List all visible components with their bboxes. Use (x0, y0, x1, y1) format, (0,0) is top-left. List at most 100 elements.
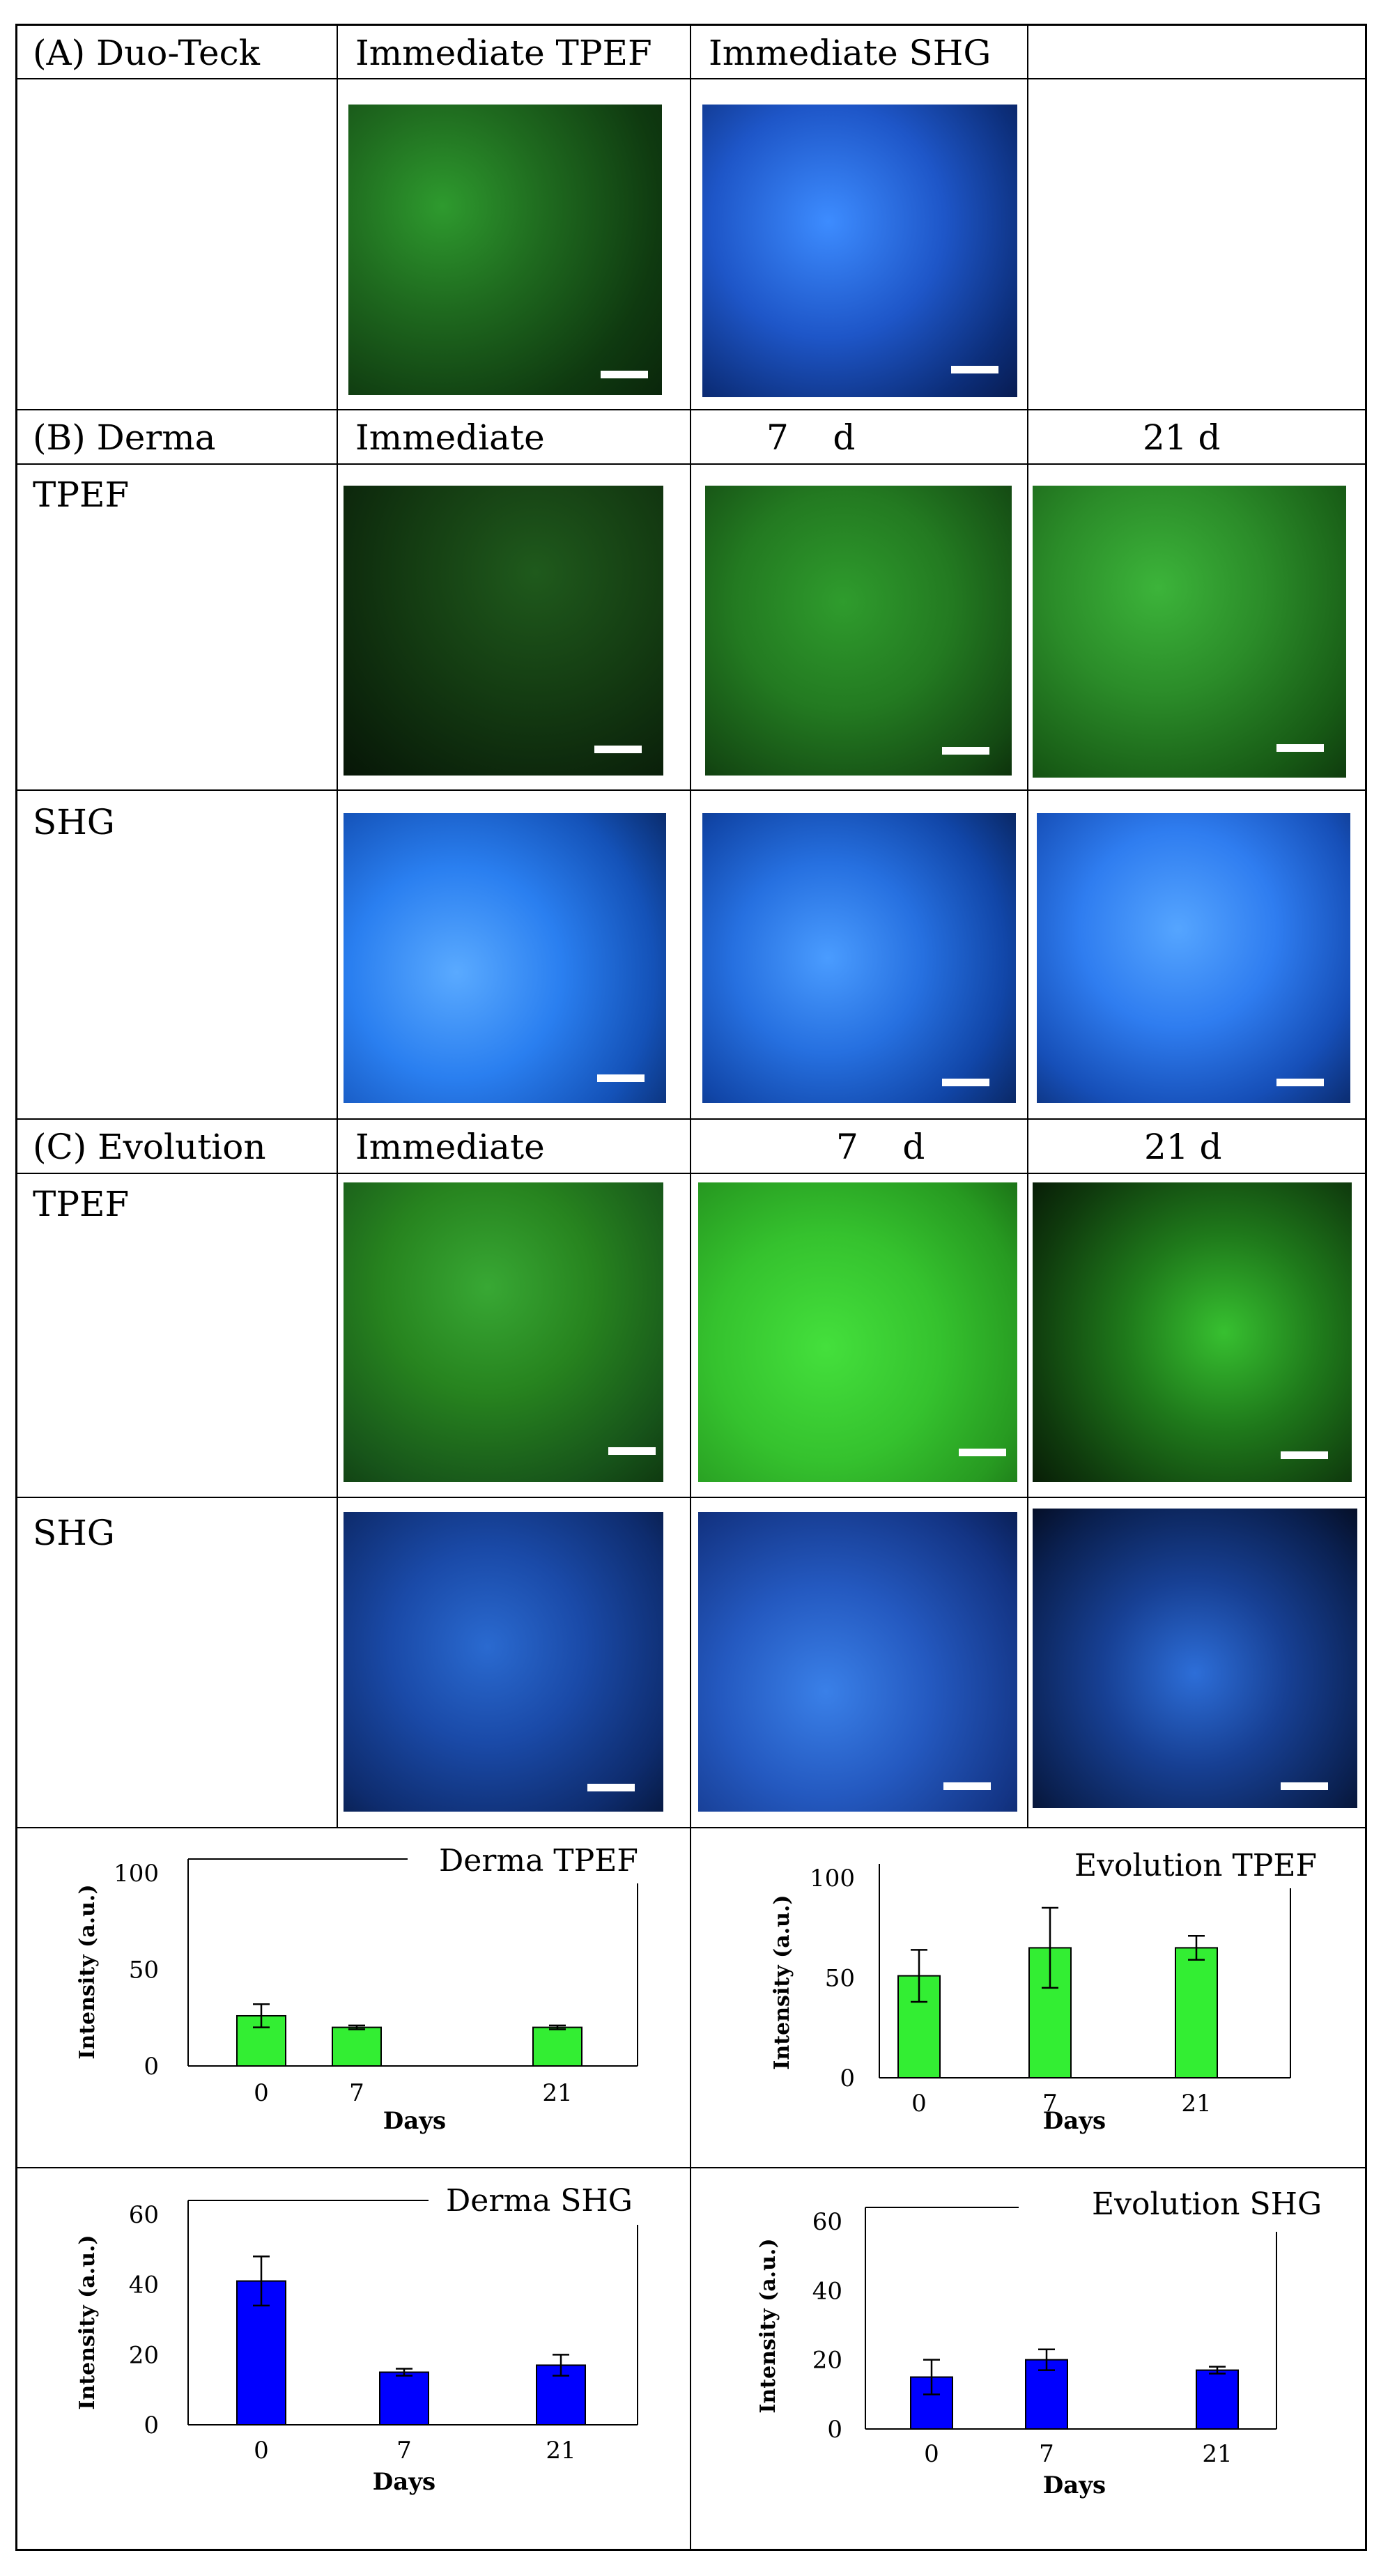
micrograph-c-shg-7d (698, 1512, 1017, 1812)
bar (532, 2026, 583, 2067)
micrograph-b-shg-immediate (344, 813, 666, 1103)
scale-bar (943, 1782, 991, 1790)
x-tick-label: 0 (254, 2079, 269, 2107)
micrograph-b-shg-7d (702, 813, 1016, 1103)
panel-c-col-21d: 21 d (1144, 1127, 1222, 1167)
row-rule (15, 463, 1367, 465)
scale-bar (594, 746, 642, 753)
x-tick-label: 0 (924, 2440, 939, 2468)
bar (1196, 2369, 1239, 2430)
column-rule (690, 24, 691, 1828)
panel-c-col-7d: 7 d (836, 1127, 925, 1167)
panel-b-row-tpef: TPEF (33, 475, 130, 515)
scale-bar (1281, 1451, 1328, 1459)
row-rule (15, 789, 1367, 791)
x-tick-label: 7 (1042, 2090, 1058, 2118)
scale-bar (1276, 744, 1324, 752)
panel-c-title: (C) Evolution (33, 1127, 266, 1167)
y-tick-label: 50 (129, 1957, 159, 1984)
table-border-top (15, 24, 1367, 26)
micrograph-a-tpef (348, 105, 662, 395)
x-tick-label: 0 (254, 2437, 269, 2465)
x-tick-label: 7 (349, 2079, 364, 2107)
x-axis-label: Days (383, 2107, 446, 2135)
table-border-right (1365, 24, 1367, 2551)
y-tick-label: 60 (812, 2208, 842, 2236)
scale-bar (587, 1784, 635, 1791)
bar (536, 2364, 586, 2425)
chart-svg: Derma SHG 60 40 20 0 Intensity (a.u.) 0 7 21 Days (75, 2183, 638, 2496)
panel-a-col-tpef: Immediate TPEF (355, 33, 652, 73)
panel-c-row-tpef: TPEF (33, 1184, 130, 1224)
y-tick-label: 0 (840, 2065, 855, 2092)
scale-bar (959, 1449, 1006, 1456)
column-rule (1027, 24, 1028, 1828)
y-tick-label: 50 (825, 1965, 855, 1993)
y-tick-label: 60 (129, 2201, 159, 2229)
bar (332, 2026, 382, 2067)
scale-bar (942, 1079, 989, 1086)
row-rule (15, 1173, 1367, 1174)
chart-derma-shg: Derma SHG 60 40 20 0 Intensity (a.u.) 0 7 21 Days (21, 2173, 686, 2543)
y-tick-label: 100 (114, 1860, 159, 1888)
panel-b-col-21d: 21 d (1143, 417, 1221, 458)
chart-svg: Evolution SHG 60 40 20 0 Intensity (a.u.) 0 7 21… (756, 2186, 1322, 2499)
column-rule (337, 24, 338, 1828)
scale-bar (942, 747, 989, 755)
panel-c-row-shg: SHG (33, 1513, 115, 1553)
micrograph-c-tpef-21d (1033, 1182, 1352, 1482)
row-rule (15, 78, 1367, 79)
y-tick-label: 20 (129, 2341, 159, 2369)
chart-title: Evolution TPEF (1074, 1848, 1317, 1883)
scale-bar (597, 1074, 645, 1082)
micrograph-c-shg-immediate (344, 1512, 663, 1812)
panel-c-col-immediate: Immediate (355, 1127, 545, 1167)
panel-b-col-7d: 7 d (766, 417, 856, 458)
panel-b-col-immediate: Immediate (355, 417, 545, 458)
scale-bar (951, 366, 998, 373)
y-tick-label: 40 (812, 2277, 842, 2305)
micrograph-a-shg (702, 105, 1017, 397)
micrograph-b-shg-21d (1037, 813, 1350, 1103)
y-axis-label: Intensity (a.u.) (756, 2238, 780, 2413)
micrograph-c-tpef-immediate (344, 1182, 663, 1482)
chart-title: Evolution SHG (1092, 2186, 1322, 2222)
bar (1175, 1947, 1218, 2078)
scale-bar (601, 371, 648, 378)
row-rule (15, 409, 1367, 410)
panel-a-col-shg: Immediate SHG (709, 33, 992, 73)
x-tick-label: 21 (1202, 2440, 1232, 2468)
micrograph-b-tpef-immediate (344, 486, 663, 776)
row-rule (15, 2167, 1367, 2168)
micrograph-b-tpef-21d (1033, 486, 1346, 778)
y-tick-label: 100 (810, 1865, 855, 1892)
chart-evolution-shg: Evolution SHG 60 40 20 0 Intensity (a.u.) 0 7 21… (695, 2173, 1360, 2543)
micrograph-b-tpef-7d (705, 486, 1012, 776)
bar (379, 2371, 429, 2425)
x-tick-label: 7 (396, 2437, 412, 2465)
x-axis-label: Days (1043, 2471, 1106, 2499)
chart-svg: Evolution TPEF 100 50 0 Intensity (a.u.) 0 7 21… (770, 1848, 1317, 2135)
y-tick-label: 0 (144, 2053, 159, 2081)
y-axis-label: Intensity (a.u.) (75, 1884, 100, 2059)
x-axis-label: Days (1043, 2107, 1106, 2135)
scale-bar (1276, 1079, 1324, 1086)
x-axis-label: Days (373, 2468, 435, 2496)
column-rule (690, 1827, 691, 2550)
row-rule (15, 1827, 1367, 1828)
y-axis-label: Intensity (a.u.) (75, 2235, 100, 2409)
row-rule (15, 1118, 1367, 1120)
panel-b-row-shg: SHG (33, 802, 115, 842)
chart-svg: Derma TPEF 100 50 0 Intensity (a.u.) 0 7 21 Days (75, 1843, 638, 2135)
micrograph-c-tpef-7d (698, 1182, 1017, 1482)
chart-title: Derma TPEF (439, 1843, 638, 1879)
scale-bar (1281, 1782, 1328, 1790)
table-border-bottom (15, 2549, 1367, 2551)
panel-b-title: (B) Derma (33, 417, 216, 458)
chart-derma-tpef: Derma TPEF 100 50 0 Intensity (a.u.) 0 7 21 Days (21, 1833, 686, 2161)
y-tick-label: 0 (827, 2416, 842, 2444)
table-border-left (15, 24, 17, 2551)
y-tick-label: 0 (144, 2412, 159, 2439)
chart-evolution-tpef: Evolution TPEF 100 50 0 Intensity (a.u.) 0 7 21… (695, 1833, 1360, 2161)
